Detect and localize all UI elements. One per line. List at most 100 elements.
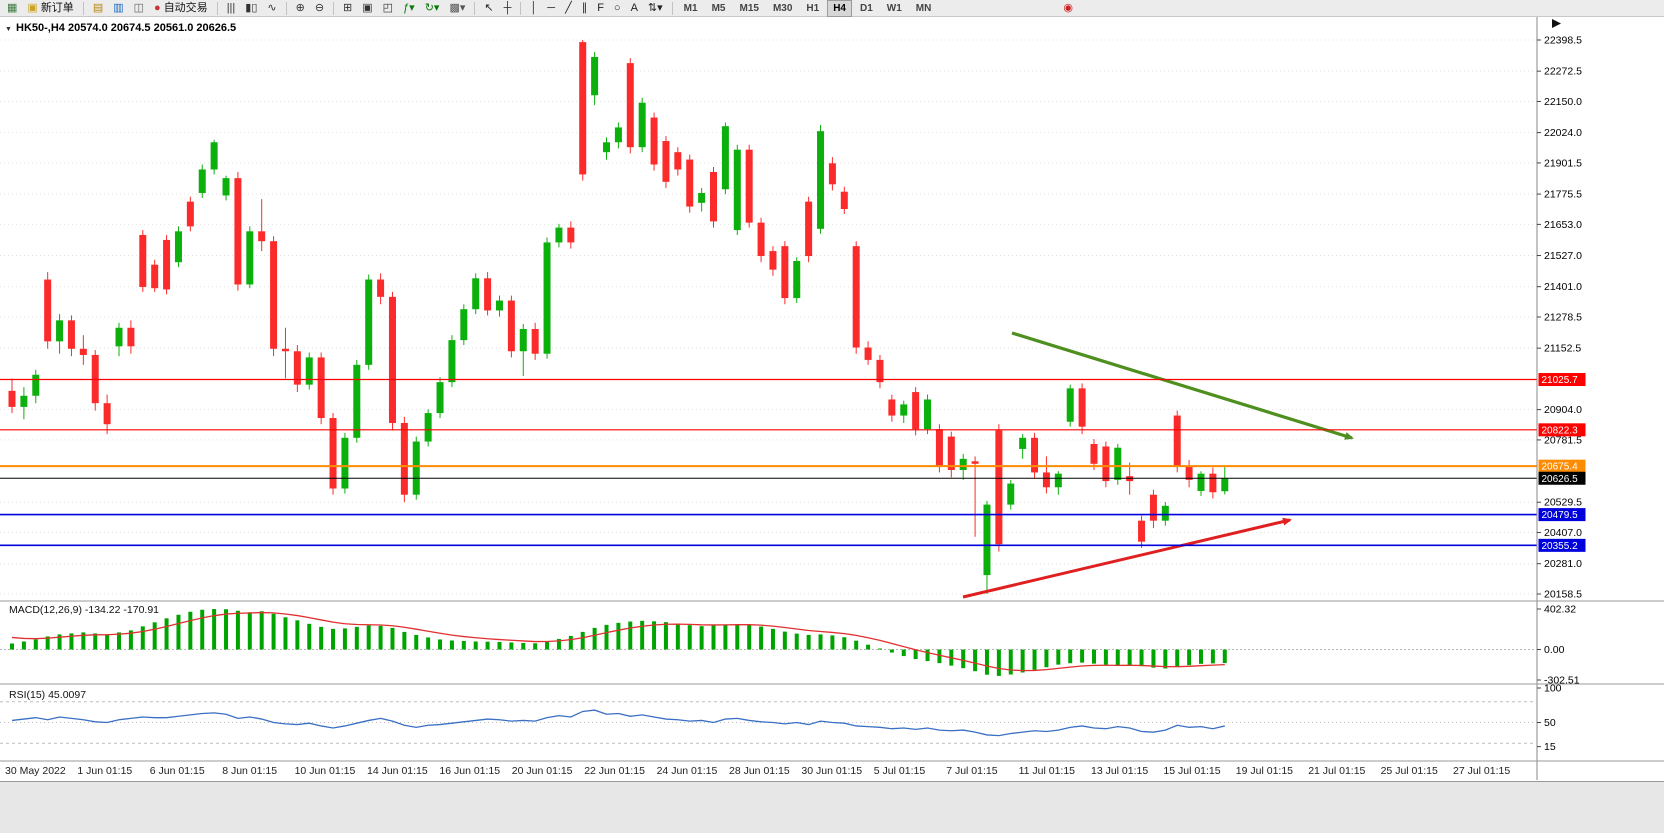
time-label: 11 Jul 01:15	[1019, 765, 1076, 777]
timeframe-h1[interactable]: H1	[806, 2, 820, 14]
line-chart-icon[interactable]: ∿	[263, 0, 280, 17]
macd-axis-label: 0.00	[1544, 644, 1565, 656]
candle	[1042, 472, 1050, 488]
timeframe-w1[interactable]: W1	[886, 2, 902, 14]
candle	[472, 278, 480, 310]
snapshot-icon[interactable]: ▩▾	[445, 0, 469, 17]
macd-signal-line	[11, 611, 1225, 672]
candle	[817, 131, 825, 229]
ohlc-bars-icon[interactable]: |||	[223, 0, 240, 17]
candle	[781, 246, 789, 299]
pivot-line-badge-label: 20675.4	[1542, 462, 1579, 473]
candle	[56, 320, 64, 342]
candle	[745, 149, 753, 223]
candle	[448, 340, 456, 383]
market-watch-icon[interactable]: ▥	[109, 0, 127, 17]
vertical-line-icon[interactable]: │	[526, 0, 541, 17]
autotrading-button[interactable]: ● 自动交易	[150, 0, 212, 17]
time-label: 25 Jul 01:15	[1381, 765, 1438, 777]
arrows-tool-icon[interactable]: ⇅▾	[644, 0, 667, 17]
candlesticks-icon: ▮▯	[245, 1, 258, 14]
fibonacci-icon[interactable]: F	[593, 0, 608, 17]
time-label: 5 Jul 01:15	[874, 765, 926, 777]
cursor-icon[interactable]: ↖	[480, 0, 497, 17]
trendline-icon[interactable]: ╱	[561, 0, 576, 17]
equidistant-channel-icon[interactable]: ∥	[578, 0, 592, 17]
macd-axis-label: 402.32	[1544, 604, 1576, 616]
timeframe-m5[interactable]: M5	[711, 2, 726, 14]
crosshair-icon: ┼	[503, 1, 512, 14]
zoom-out-icon: ⊖	[314, 1, 325, 14]
timeframe-h4[interactable]: H4	[827, 0, 852, 17]
timeframe-m30[interactable]: M30	[772, 2, 793, 14]
tile-windows-icon[interactable]: ⊞	[339, 0, 356, 17]
new-order-button[interactable]: ▣ 新订单	[23, 0, 77, 17]
pivot-line-badge	[1538, 459, 1586, 473]
candle	[793, 260, 801, 299]
timeframe-m15[interactable]: M15	[739, 2, 759, 14]
record-icon[interactable]: ◉	[1059, 0, 1077, 17]
price-tick-label: 21653.0	[1544, 219, 1582, 231]
horizontal-line-icon: ─	[547, 1, 556, 14]
candle	[1007, 483, 1015, 505]
price-tick-label: 20281.0	[1544, 558, 1582, 570]
downtrend-arrow[interactable]	[1011, 331, 1354, 440]
chart-area[interactable]: 22398.5 22272.5 22150.0 22024.0 21901.5 21775…	[0, 17, 1664, 833]
time-label: 13 Jul 01:15	[1091, 765, 1148, 777]
timeframe-m1[interactable]: M1	[683, 2, 698, 14]
new-order-button-label: 新订单	[40, 1, 74, 14]
zoom-in-icon[interactable]: ⊕	[292, 0, 309, 17]
rsi-axis-label: 50	[1544, 717, 1556, 729]
toolbar-separator	[474, 1, 476, 15]
profiles-icon[interactable]: ▤	[89, 0, 107, 17]
candle	[198, 169, 206, 193]
uptrend-arrow[interactable]	[962, 517, 1292, 599]
crosshair-icon[interactable]: ┼	[500, 0, 516, 17]
scroll-to-end-marker[interactable]	[1552, 19, 1561, 28]
candle	[317, 357, 325, 419]
candle	[567, 227, 575, 243]
timeframe-d1[interactable]: D1	[859, 2, 873, 14]
shapes-icon[interactable]: ○	[610, 0, 625, 17]
candle	[959, 458, 967, 470]
symbol-dropdown-icon[interactable]: ▼	[5, 26, 12, 33]
candle	[757, 222, 765, 257]
candle	[721, 126, 729, 190]
cascade-windows-icon[interactable]: ▣	[358, 0, 376, 17]
rsi-axis-label: 100	[1544, 683, 1562, 695]
timeframe-mn[interactable]: MN	[915, 2, 932, 14]
arrange-windows-icon[interactable]: ◰	[379, 0, 397, 17]
candle	[1066, 388, 1074, 422]
refresh-icon[interactable]: ↻▾	[421, 0, 444, 17]
new-chart-icon[interactable]: ▦	[3, 0, 21, 17]
zoom-out-icon[interactable]: ⊖	[311, 0, 328, 17]
add-indicator-icon[interactable]: ƒ▾	[399, 0, 419, 17]
candle	[139, 235, 147, 287]
candle	[67, 320, 75, 349]
snapshot-icon: ▩▾	[449, 1, 466, 14]
candle	[1114, 447, 1122, 480]
text-label-icon[interactable]: A	[627, 0, 642, 17]
candle	[769, 251, 777, 270]
candle	[828, 163, 836, 185]
candle	[507, 300, 515, 352]
time-label: 27 Jul 01:15	[1453, 765, 1510, 777]
arrows-tool-icon: ⇅▾	[647, 1, 663, 14]
candle	[638, 102, 646, 148]
line-chart-icon: ∿	[267, 1, 277, 14]
candle	[270, 241, 278, 349]
candle	[614, 127, 622, 143]
horizontal-line-icon[interactable]: ─	[543, 0, 559, 17]
candle	[341, 437, 349, 489]
candle	[20, 395, 28, 407]
candle	[32, 374, 40, 396]
equidistant-channel-icon: ∥	[581, 1, 588, 14]
candlesticks-icon[interactable]: ▮▯	[241, 0, 261, 17]
data-window-icon[interactable]: ◫	[130, 0, 148, 17]
chart-background[interactable]	[0, 17, 1664, 780]
time-label: 24 Jun 01:15	[657, 765, 718, 777]
toolbar-separator	[285, 1, 287, 15]
candle	[460, 309, 468, 341]
price-tick-label: 21152.5	[1544, 343, 1581, 355]
candle	[365, 279, 373, 365]
